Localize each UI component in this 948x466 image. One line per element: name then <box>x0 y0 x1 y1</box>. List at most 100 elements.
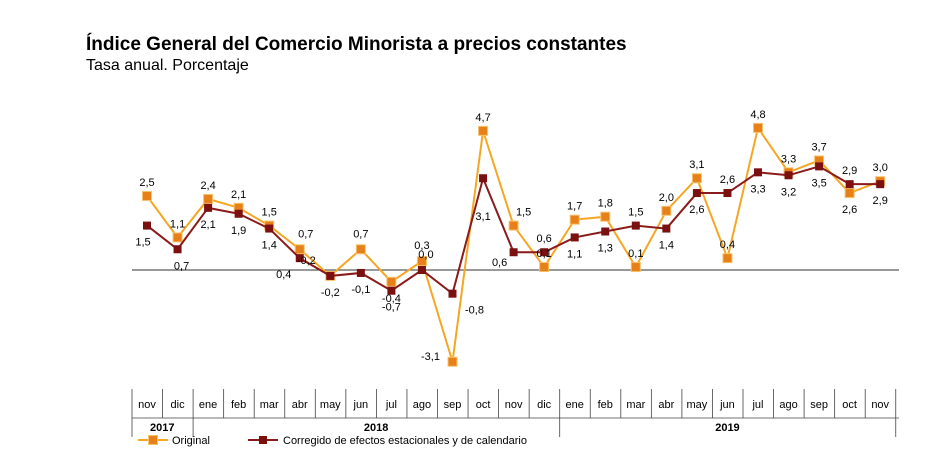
corrected-series-marker <box>326 271 335 280</box>
corrected-data-label: 2,9 <box>873 195 888 207</box>
corrected-data-label: -0,8 <box>465 305 484 317</box>
corrected-series-marker <box>692 189 701 198</box>
corrected-data-label: 3,1 <box>475 211 490 223</box>
corrected-data-label: 3,5 <box>811 177 826 189</box>
original-data-label: 0,4 <box>720 239 735 251</box>
original-data-label: 3,0 <box>873 162 888 174</box>
corrected-series-marker <box>601 227 610 236</box>
corrected-data-label: 0,6 <box>537 233 552 245</box>
original-data-label: 1,8 <box>598 198 613 210</box>
original-series-marker <box>203 193 214 204</box>
corrected-series-marker <box>662 224 671 233</box>
corrected-series-marker <box>143 221 151 230</box>
corrected-data-label: 1,3 <box>598 243 613 255</box>
original-series-marker <box>416 256 427 267</box>
x-tick-label: jul <box>385 399 397 411</box>
corrected-series-marker <box>387 286 396 295</box>
corrected-data-label: 2,9 <box>842 165 857 177</box>
corrected-series-marker <box>265 224 274 233</box>
corrected-series-marker <box>479 174 488 183</box>
corrected-series-marker <box>540 248 549 257</box>
corrected-data-label: 1,9 <box>231 225 246 237</box>
corrected-data-label: 3,3 <box>750 183 765 195</box>
original-data-label: 0,1 <box>628 248 643 260</box>
corrected-series-marker <box>723 189 732 198</box>
x-tick-label: nov <box>871 399 889 411</box>
year-label: 2019 <box>715 422 739 434</box>
corrected-series-marker <box>845 180 854 189</box>
x-tick-label: nov <box>138 399 156 411</box>
corrected-data-label: 2,6 <box>689 204 704 216</box>
corrected-series-marker <box>173 245 182 254</box>
original-data-label: 2,5 <box>139 177 154 189</box>
original-series-marker <box>508 220 519 231</box>
original-data-label: 0,7 <box>298 228 313 240</box>
original-series-marker <box>294 244 305 255</box>
original-data-label: 3,1 <box>689 159 704 171</box>
original-data-label: 2,4 <box>200 180 215 192</box>
original-data-label: 0,1 <box>537 248 552 260</box>
legend-corrected-marker <box>259 436 267 444</box>
corrected-data-label: 0,4 <box>276 269 291 281</box>
year-label: 2017 <box>150 422 174 434</box>
original-series-marker <box>630 262 641 273</box>
original-data-label: -0,2 <box>321 287 340 299</box>
corrected-series-marker <box>417 266 426 274</box>
x-tick-label: abr <box>292 399 308 411</box>
corrected-data-label: 2,1 <box>200 219 215 231</box>
corrected-data-label: 1,4 <box>659 240 674 252</box>
corrected-series-marker <box>448 289 457 298</box>
corrected-series-marker <box>754 168 762 177</box>
x-tick-label: ene <box>566 399 584 411</box>
corrected-data-label: 0,6 <box>492 257 507 269</box>
x-tick-label: ago <box>779 399 797 411</box>
original-data-label: 1,5 <box>262 207 277 219</box>
x-tick-label: sep <box>810 399 828 411</box>
x-tick-label: oct <box>842 399 857 411</box>
corrected-data-label: -0,1 <box>351 284 370 296</box>
x-tick-label: sep <box>444 399 462 411</box>
original-data-label: 4,7 <box>475 112 490 124</box>
original-series-marker <box>478 125 489 136</box>
x-tick-label: ene <box>199 399 217 411</box>
corrected-series-marker <box>356 268 365 277</box>
original-series-marker <box>844 188 855 199</box>
corrected-data-label: 3,2 <box>781 186 796 198</box>
corrected-series-marker <box>815 162 824 171</box>
original-data-label: 1,5 <box>516 207 531 219</box>
corrected-data-label: -0,7 <box>382 302 401 314</box>
year-label: 2018 <box>364 422 388 434</box>
corrected-series-marker <box>295 254 304 263</box>
original-series-line <box>146 125 881 363</box>
x-tick-label: jun <box>353 399 369 411</box>
x-tick-label: jul <box>751 399 763 411</box>
original-data-label: 1,1 <box>170 218 185 230</box>
original-series-marker <box>691 173 702 184</box>
legend-original-label: Original <box>172 435 210 447</box>
original-data-label: 3,7 <box>811 141 826 153</box>
original-series-marker <box>142 191 152 201</box>
original-series-marker <box>569 214 580 225</box>
original-data-label: 1,7 <box>567 201 582 213</box>
original-series-marker <box>753 122 763 133</box>
x-tick-label: ago <box>413 399 431 411</box>
corrected-data-label: 2,6 <box>720 174 735 186</box>
corrected-data-label: 1,5 <box>135 237 150 249</box>
original-series-marker <box>539 262 550 273</box>
x-tick-label: abr <box>658 399 674 411</box>
original-series-marker <box>355 244 366 255</box>
legend-corrected-label: Corregido de efectos estacionales y de c… <box>283 435 527 447</box>
legend-original-marker <box>148 435 158 445</box>
corrected-series-marker <box>570 233 579 242</box>
original-series-marker <box>172 232 183 243</box>
original-data-label: 2,0 <box>659 192 674 204</box>
x-tick-label: jun <box>719 399 735 411</box>
original-series-marker <box>447 356 458 367</box>
corrected-data-label: 1,5 <box>628 207 643 219</box>
corrected-data-label: -0,2 <box>297 255 316 267</box>
original-data-label: 0,7 <box>353 228 368 240</box>
original-series-marker <box>386 276 397 287</box>
original-data-label: 2,1 <box>231 189 246 201</box>
corrected-data-label: 0,7 <box>174 260 189 272</box>
